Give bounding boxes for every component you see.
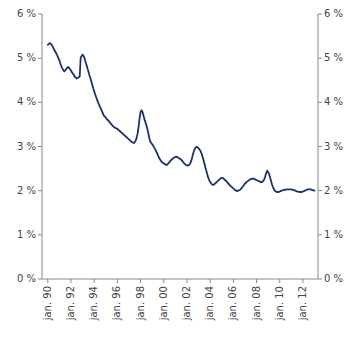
x-tick-label: jan. 04 [204, 286, 215, 321]
x-tick [302, 279, 303, 283]
x-tick-label: jan. 90 [42, 286, 53, 321]
x-tick-label: jan. 02 [181, 286, 192, 321]
x-tick [186, 279, 187, 283]
x-tick-label: jan. 92 [65, 286, 76, 321]
y2-tick [318, 190, 322, 191]
x-tick-label: jan. 00 [158, 286, 169, 321]
x-tick [94, 279, 95, 283]
y-tick [38, 190, 42, 191]
y2-tick-label: 6 % [324, 8, 343, 19]
y-tick [38, 234, 42, 235]
y-tick-label: 6 % [17, 8, 36, 19]
y-tick [38, 14, 42, 15]
y-tick-label: 4 % [17, 96, 36, 107]
x-tick [163, 279, 164, 283]
x-tick-label: jan. 10 [274, 286, 285, 321]
y2-tick-label: 0 % [324, 273, 343, 284]
plot-area [48, 43, 315, 192]
y2-tick [318, 58, 322, 59]
x-tick [233, 279, 234, 283]
x-axis-line [42, 279, 318, 280]
y2-tick [318, 234, 322, 235]
x-tick [210, 279, 211, 283]
x-tick [140, 279, 141, 283]
y2-tick-label: 1 % [324, 229, 343, 240]
x-tick-label: jan. 08 [251, 286, 262, 321]
y-tick [38, 102, 42, 103]
y2-tick-label: 3 % [324, 141, 343, 152]
x-tick [70, 279, 71, 283]
y2-tick [318, 279, 322, 280]
x-tick-label: jan. 96 [111, 286, 122, 321]
y-tick-label: 2 % [17, 185, 36, 196]
y2-tick [318, 14, 322, 15]
y2-tick-label: 2 % [324, 185, 343, 196]
x-tick-label: jan. 94 [88, 286, 99, 321]
x-tick-label: jan. 06 [227, 286, 238, 321]
x-tick [256, 279, 257, 283]
y2-tick [318, 146, 322, 147]
y-tick [38, 146, 42, 147]
x-tick-label: jan. 12 [297, 286, 308, 321]
y2-tick-label: 4 % [324, 96, 343, 107]
chart: 0 % 1 % 2 % 3 % 4 % 5 % 6 % 0 % 1 % 2 % 3 % 4 % 5 % 6… [0, 0, 360, 341]
y-tick-label: 1 % [17, 229, 36, 240]
axes: 0 % 1 % 2 % 3 % 4 % 5 % 6 % 0 % 1 % 2 % 3 % 4 % 5 % 6… [17, 8, 343, 321]
y-tick-label: 0 % [17, 273, 36, 284]
x-tick [47, 279, 48, 283]
x-tick-label: jan. 98 [135, 286, 146, 321]
y-tick-label: 5 % [17, 52, 36, 63]
x-tick [117, 279, 118, 283]
y2-tick [318, 102, 322, 103]
y-tick [38, 279, 42, 280]
y2-tick-label: 5 % [324, 52, 343, 63]
y-tick-label: 3 % [17, 141, 36, 152]
x-tick [279, 279, 280, 283]
line [48, 43, 315, 192]
y-tick [38, 58, 42, 59]
